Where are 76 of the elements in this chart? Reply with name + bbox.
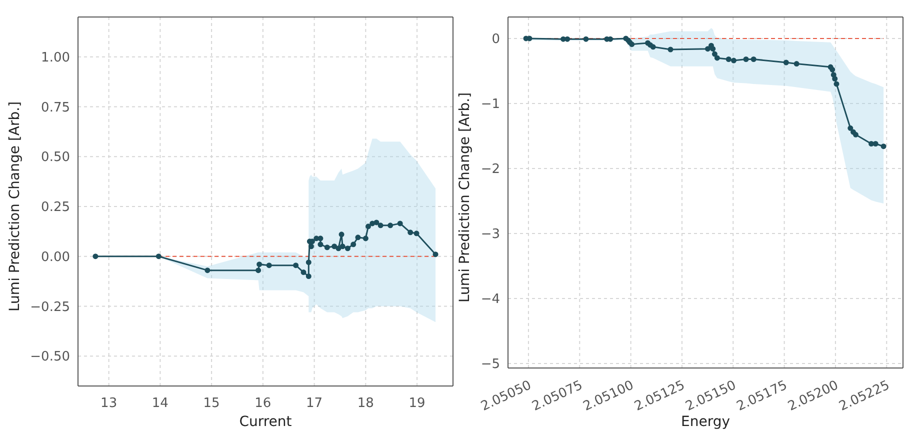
- y-tick-label: 0.25: [41, 200, 70, 216]
- point: [355, 234, 361, 240]
- point: [350, 242, 356, 248]
- point: [834, 81, 840, 87]
- y-tick-label: −1: [480, 97, 500, 112]
- y-tick-label: −3: [480, 227, 500, 242]
- point: [336, 246, 342, 252]
- point: [370, 220, 376, 226]
- point: [388, 222, 394, 228]
- point: [397, 220, 403, 226]
- point: [668, 46, 674, 52]
- point: [306, 274, 312, 280]
- y-tick-label: −4: [480, 292, 500, 308]
- point: [743, 56, 749, 62]
- point: [156, 254, 162, 260]
- y-tick-label: −0.50: [30, 350, 70, 365]
- point: [783, 60, 789, 66]
- point: [714, 55, 720, 61]
- point: [583, 36, 589, 42]
- point: [306, 260, 312, 266]
- point: [308, 244, 314, 250]
- y-tick-label: −5: [480, 357, 500, 372]
- point: [256, 268, 262, 274]
- x-tick-label: 17: [306, 396, 323, 411]
- x-tick-label: 18: [357, 396, 374, 411]
- y-tick-label: 0.75: [41, 100, 70, 116]
- point: [300, 270, 306, 276]
- point: [374, 220, 380, 226]
- x-tick-label: 14: [152, 396, 168, 411]
- point: [344, 246, 350, 252]
- point: [705, 46, 710, 52]
- point: [414, 230, 420, 236]
- point: [332, 244, 338, 250]
- x-tick-label: 13: [100, 396, 118, 411]
- y-axis-title: Lumi Prediction Change [Arb.]: [6, 101, 23, 312]
- x-tick-label: 15: [203, 396, 220, 411]
- point: [852, 132, 858, 138]
- x-axis-title: Current: [239, 414, 292, 430]
- x-axis-title: Energy: [680, 414, 730, 430]
- y-tick-label: −2: [480, 162, 500, 178]
- point: [92, 254, 98, 260]
- point: [830, 72, 836, 78]
- point: [340, 244, 346, 250]
- point: [362, 236, 368, 242]
- y-tick-label: 1.00: [41, 50, 70, 66]
- point: [848, 125, 854, 131]
- point: [365, 224, 371, 230]
- point: [730, 58, 736, 64]
- point: [564, 36, 570, 42]
- point: [256, 262, 262, 268]
- point: [650, 44, 656, 50]
- point: [832, 76, 838, 82]
- point: [338, 232, 344, 238]
- y-tick-label: 0: [492, 32, 500, 48]
- point: [880, 144, 886, 150]
- point: [830, 66, 836, 72]
- point: [318, 236, 324, 242]
- point: [710, 46, 716, 52]
- point: [408, 230, 414, 236]
- point: [293, 262, 299, 268]
- x-tick-label: 19: [408, 396, 426, 411]
- y-tick-label: 0.00: [41, 250, 70, 265]
- point: [726, 56, 732, 62]
- point: [318, 242, 324, 248]
- point: [712, 51, 718, 57]
- point: [794, 61, 800, 67]
- y-tick-label: −0.25: [30, 300, 70, 315]
- point: [750, 56, 756, 62]
- x-tick-label: 16: [254, 396, 272, 411]
- point: [324, 244, 330, 250]
- point: [378, 222, 384, 228]
- y-tick-label: 0.50: [41, 150, 70, 166]
- point: [204, 268, 210, 274]
- y-axis-title: Lumi Prediction Change [Arb.]: [456, 92, 473, 302]
- point: [266, 262, 272, 268]
- point: [432, 252, 438, 258]
